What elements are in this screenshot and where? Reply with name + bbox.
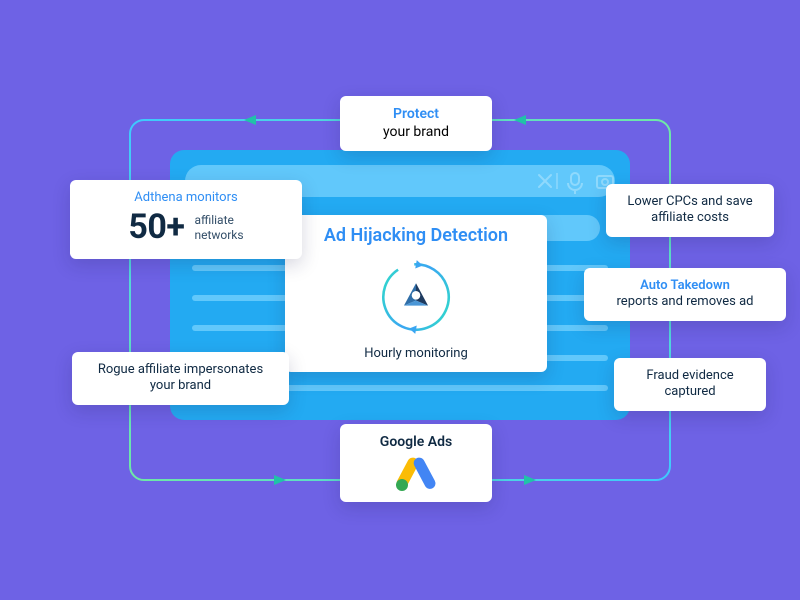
protect-rest: your brand [383, 124, 449, 140]
card-google-ads: Google Ads [340, 424, 492, 502]
fraud-text: Fraud evidence captured [646, 368, 733, 399]
takedown-accent: Auto Takedown [640, 278, 730, 293]
card-auto-takedown: Auto Takedown reports and removes ad [584, 268, 786, 321]
google-title: Google Ads [380, 434, 452, 452]
google-ads-icon [392, 452, 440, 492]
infographic-stage: Ad Hijacking Detection Hourly monitoring… [0, 0, 800, 600]
takedown-rest: reports and removes ad [617, 294, 754, 309]
monitoring-ring-icon [373, 254, 459, 340]
monitors-line1: Adthena monitors [86, 190, 286, 206]
card-fraud-evidence: Fraud evidence captured [614, 358, 766, 411]
center-footer: Hourly monitoring [364, 346, 468, 362]
card-rogue-affiliate: Rogue affiliate impersonates your brand [72, 352, 289, 405]
protect-accent: Protect [393, 106, 439, 122]
monitors-small1: affiliate [194, 213, 233, 227]
center-card-ad-hijacking: Ad Hijacking Detection Hourly monitoring [285, 215, 547, 372]
center-title: Ad Hijacking Detection [324, 225, 508, 248]
monitors-big: 50+ [128, 206, 184, 249]
card-lower-cpcs: Lower CPCs and save affiliate costs [606, 184, 774, 237]
card-protect-brand: Protect your brand [340, 96, 492, 151]
card-adthena-monitors: Adthena monitors 50+ affiliate networks [70, 180, 302, 259]
monitors-small2: networks [194, 228, 243, 242]
cpc-text: Lower CPCs and save affiliate costs [627, 194, 752, 225]
rogue-text: Rogue affiliate impersonates your brand [98, 362, 263, 393]
